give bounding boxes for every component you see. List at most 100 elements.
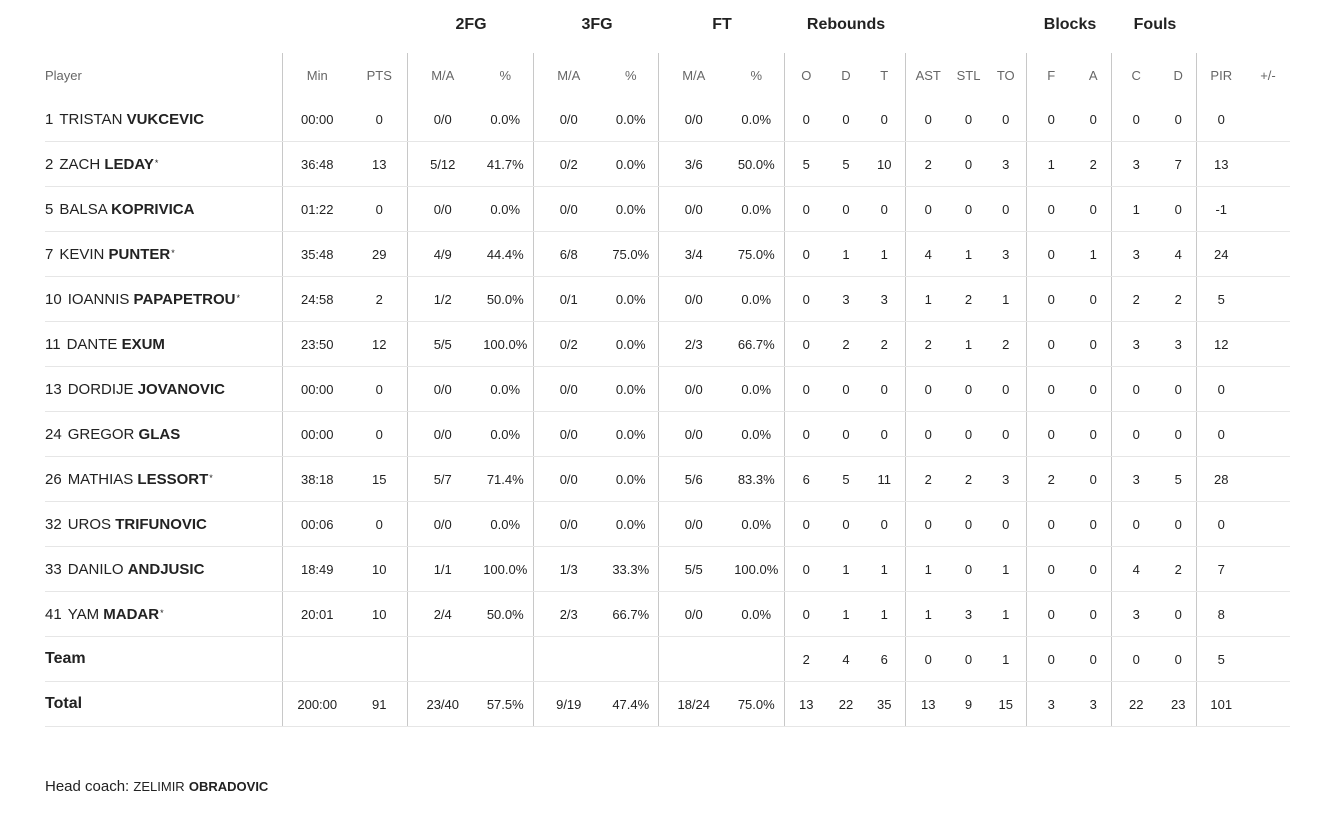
col-foul-d[interactable]: D [1173,67,1183,83]
col-plusminus[interactable]: +/- [1260,67,1276,83]
col-3fg-pct[interactable]: % [624,67,637,83]
stat-fg2-pct: 0.0% [478,411,533,457]
col-reb-o[interactable]: O [783,53,828,97]
stat-reb-t: 0 [864,186,905,232]
stat-ft-ma: 2/3 [657,321,729,367]
stat-pir: 12 [1195,321,1246,367]
player-cell[interactable]: 41 YAM MADAR* [45,591,282,637]
player-last-name: KOPRIVICA [111,200,195,218]
stat-fg2-ma: 0/0 [406,501,478,547]
player-last-name: TRIFUNOVIC [115,515,207,533]
stat-fg2-ma: 0/0 [406,411,478,457]
col-reb-d[interactable]: D [841,67,851,83]
col-ast[interactable]: AST [904,53,951,97]
stat-reb-d: 0 [828,97,864,142]
player-cell[interactable]: 2 ZACH LEDAY* [45,141,282,187]
col-player[interactable]: Player [45,67,82,83]
stat-foul-d: 0 [1161,186,1196,232]
stat-stl: 0 [951,186,986,232]
stat-min [281,636,352,682]
player-first-name: BALSA [59,200,107,218]
stat-to: 0 [986,501,1026,547]
player-cell[interactable]: 33 DANILO ANDJUSIC [45,546,282,592]
stat-fg2-pct: 100.0% [478,321,533,367]
stat-blk-f: 0 [1025,636,1076,682]
stat-reb-d: 1 [828,591,864,637]
stat-fg2-ma: 0/0 [406,366,478,412]
stat-ft-ma: 5/6 [657,456,729,502]
stat-fg2-pct: 0.0% [478,501,533,547]
player-cell[interactable]: 32 UROS TRIFUNOVIC [45,501,282,547]
stat-plusminus [1246,501,1290,547]
player-cell[interactable]: 7 KEVIN PUNTER* [45,231,282,277]
stat-reb-o: 0 [783,186,828,232]
player-number: 41 [45,605,62,623]
col-pir[interactable]: PIR [1195,53,1246,97]
stat-fg2-pct: 41.7% [478,141,533,187]
stat-foul-c: 0 [1110,97,1161,142]
stat-min: 36:48 [281,141,352,187]
stat-foul-d: 2 [1161,546,1196,592]
stat-fg3-pct: 0.0% [604,276,658,322]
stat-pts: 15 [352,456,407,502]
stat-pir: 101 [1195,681,1246,727]
starter-marker: * [171,247,175,258]
stat-ft-ma: 5/5 [657,546,729,592]
stat-pir: 28 [1195,456,1246,502]
player-cell[interactable]: 5 BALSA KOPRIVICA [45,186,282,232]
player-cell[interactable]: 11 DANTE EXUM [45,321,282,367]
stat-reb-d: 1 [828,546,864,592]
col-2fg-pct[interactable]: % [499,67,512,83]
col-3fg-ma[interactable]: M/A [532,53,604,97]
player-cell[interactable]: 10 IOANNIS PAPAPETROU* [45,276,282,322]
stat-stl: 0 [951,501,986,547]
stat-foul-c: 22 [1110,681,1161,727]
player-number: 24 [45,425,62,443]
stat-foul-c: 3 [1110,141,1161,187]
col-ft-pct[interactable]: % [750,67,763,83]
stat-reb-d: 22 [828,681,864,727]
stat-ast: 1 [904,546,951,592]
stat-blk-f: 0 [1025,186,1076,232]
stat-min: 01:22 [281,186,352,232]
col-2fg-ma[interactable]: M/A [406,53,478,97]
stat-foul-c: 0 [1110,636,1161,682]
stat-blk-f: 0 [1025,501,1076,547]
player-cell[interactable]: 26 MATHIAS LESSORT* [45,456,282,502]
table-row: 10 IOANNIS PAPAPETROU* 24:58 2 1/2 50.0% 0/1 0.… [45,276,1290,322]
stat-reb-d: 4 [828,636,864,682]
stat-fg2-pct: 71.4% [478,456,533,502]
player-last-name: JOVANOVIC [137,380,225,398]
player-cell[interactable]: 13 DORDIJE JOVANOVIC [45,366,282,412]
col-to[interactable]: TO [996,67,1015,83]
stat-foul-c: 1 [1110,186,1161,232]
head-coach-last-name[interactable]: OBRADOVIC [188,779,269,794]
stat-reb-t: 1 [864,546,905,592]
group-header-fouls: Fouls [1133,16,1177,33]
stat-foul-c: 3 [1110,231,1161,277]
stat-pir: 24 [1195,231,1246,277]
col-reb-t[interactable]: T [880,67,889,83]
stat-plusminus [1246,636,1290,682]
stat-fg3-pct: 47.4% [604,681,658,727]
col-min[interactable]: Min [281,53,352,97]
player-first-name: MATHIAS [67,470,134,488]
col-ft-ma[interactable]: M/A [657,53,729,97]
col-stl[interactable]: STL [956,67,981,83]
col-pts[interactable]: PTS [366,67,392,83]
player-cell[interactable]: 1 TRISTAN VUKCEVIC [45,97,282,142]
col-blk-f[interactable]: F [1025,53,1076,97]
stat-pts: 0 [352,411,407,457]
stat-pir: 5 [1195,636,1246,682]
head-coach-first-name[interactable]: ZELIMIR [133,779,185,794]
col-foul-c[interactable]: C [1110,53,1161,97]
stat-ast: 0 [904,501,951,547]
stat-fg3-ma: 0/0 [532,501,604,547]
player-last-name: GLAS [138,425,181,443]
stat-to: 0 [986,186,1026,232]
stat-foul-d: 0 [1161,366,1196,412]
player-cell[interactable]: 24 GREGOR GLAS [45,411,282,457]
player-number: 33 [45,560,62,578]
col-blk-a[interactable]: A [1088,67,1098,83]
stat-blk-a: 3 [1076,681,1111,727]
